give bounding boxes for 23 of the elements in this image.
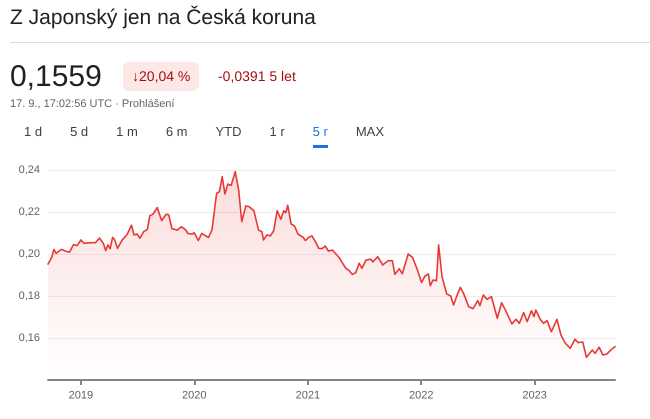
text: 17. 9., 17:02:56 UTC · Prohlášení xyxy=(10,98,174,110)
text: 1 m xyxy=(116,124,138,141)
text: -0,0391 5 let xyxy=(218,67,296,86)
text: 5 r xyxy=(312,124,328,148)
y-tick-label: 0,24 xyxy=(18,164,40,176)
text: MAX xyxy=(356,124,384,141)
y-tick-label: 0,20 xyxy=(18,248,40,260)
text: 5 d xyxy=(70,124,88,141)
x-tick-label: 2019 xyxy=(68,390,94,402)
y-tick-label: 0,22 xyxy=(18,206,40,218)
text: 6 m xyxy=(166,124,188,141)
x-tick-label: 2022 xyxy=(408,390,434,402)
x-tick-label: 2023 xyxy=(522,390,547,402)
x-tick-label: 2021 xyxy=(296,390,320,402)
y-tick-label: 0,16 xyxy=(18,332,40,344)
chart-title: Z Japonský jen na Česká koruna xyxy=(10,6,316,30)
text: 1 d xyxy=(24,124,42,141)
text: YTD xyxy=(216,124,242,141)
text: ↓20,04 % xyxy=(123,62,200,91)
x-tick-label: 2020 xyxy=(182,390,206,402)
y-tick-label: 0,18 xyxy=(18,290,40,302)
text: 1 r xyxy=(270,124,285,141)
text: 0,1559 xyxy=(10,60,102,94)
